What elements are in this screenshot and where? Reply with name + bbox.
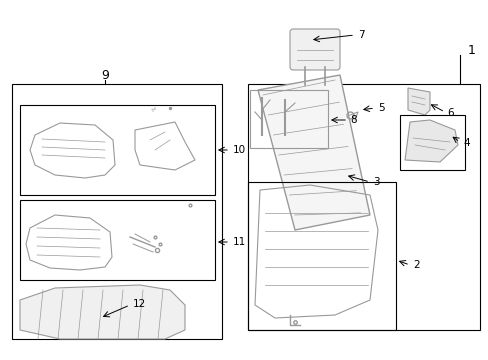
Bar (12, 84, 222, 339)
Text: 9: 9 (101, 68, 109, 81)
Text: 7: 7 (357, 30, 364, 40)
Text: 2: 2 (412, 260, 419, 270)
Polygon shape (404, 120, 457, 162)
Text: 8: 8 (349, 115, 356, 125)
Text: 10: 10 (232, 145, 245, 155)
Bar (247, 84, 479, 330)
Bar (249, 90, 327, 148)
Bar (399, 115, 464, 170)
Polygon shape (407, 88, 429, 115)
Polygon shape (258, 75, 369, 230)
Text: ✂: ✂ (151, 106, 159, 114)
Bar (20, 200, 215, 280)
Text: 12: 12 (133, 299, 146, 309)
Text: 3: 3 (372, 177, 379, 187)
Bar (247, 182, 395, 330)
Text: 5: 5 (377, 103, 384, 113)
Text: 1: 1 (467, 44, 475, 57)
Text: 11: 11 (232, 237, 246, 247)
FancyBboxPatch shape (289, 29, 339, 70)
Text: 4: 4 (462, 138, 468, 148)
Text: 6: 6 (446, 108, 453, 118)
Polygon shape (20, 285, 184, 339)
Bar (20, 105, 215, 195)
